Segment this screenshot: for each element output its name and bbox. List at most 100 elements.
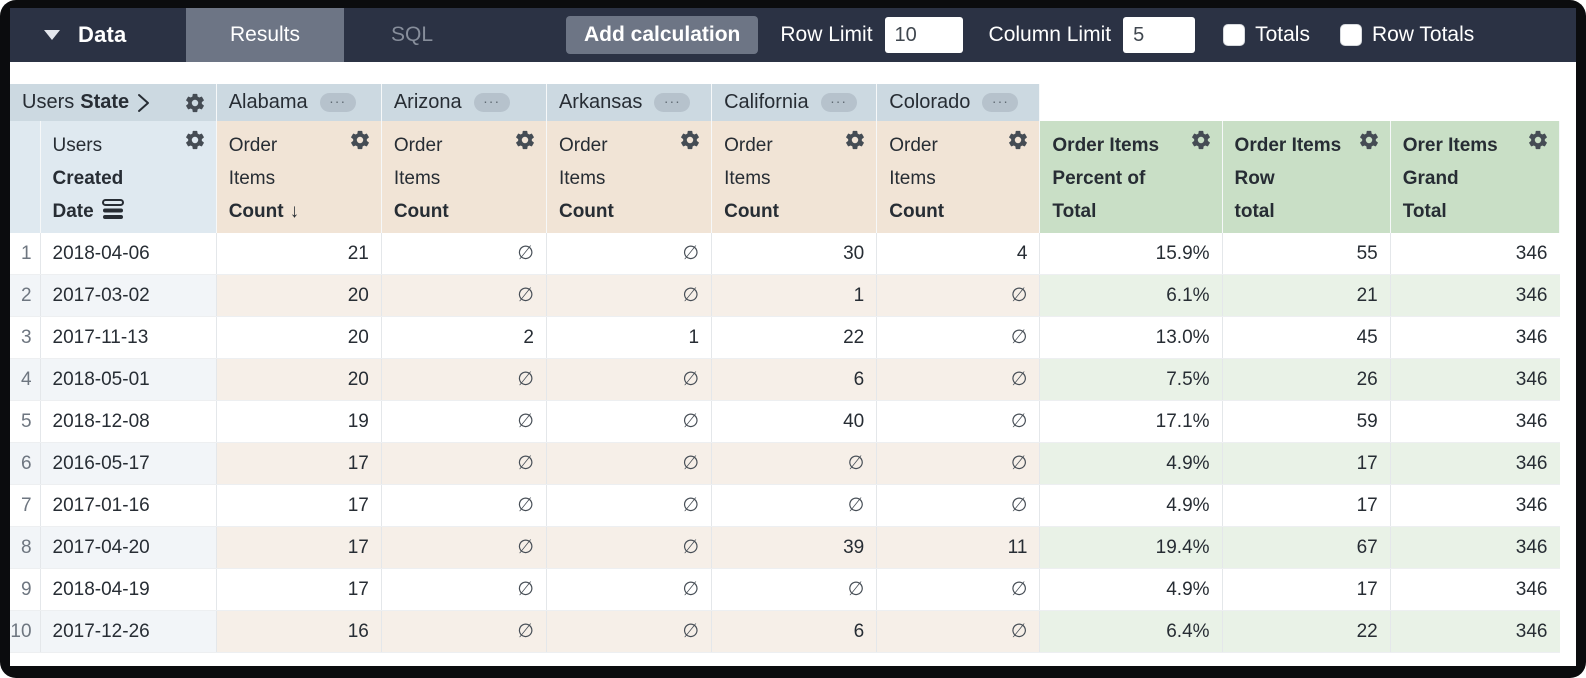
measure-value-cell[interactable]: ∅ [876, 610, 1041, 653]
date-cell[interactable]: 2018-04-19 [40, 568, 217, 611]
pivot-dimension-header[interactable]: Users State [10, 84, 217, 121]
measure-value-cell[interactable]: 20 [216, 316, 382, 359]
measure-value-cell[interactable]: ∅ [876, 316, 1041, 359]
gear-icon[interactable] [1527, 129, 1549, 151]
grand-total-cell[interactable]: 346 [1390, 484, 1560, 527]
column-header-order-items-count-arkansas[interactable]: Order Items Count [546, 121, 713, 233]
pivot-value-header-colorado[interactable]: Colorado ··· [876, 84, 1041, 121]
measure-value-cell[interactable]: ∅ [381, 400, 547, 443]
measure-value-cell[interactable]: 16 [216, 610, 382, 653]
measure-value-cell[interactable]: ∅ [876, 442, 1041, 485]
measure-value-cell[interactable]: ∅ [546, 274, 713, 317]
measure-value-cell[interactable]: 22 [711, 316, 878, 359]
measure-value-cell[interactable]: ∅ [546, 484, 713, 527]
row-total-cell[interactable]: 67 [1222, 526, 1391, 569]
date-cell[interactable]: 2017-12-26 [40, 610, 217, 653]
column-header-order-items-count-alabama[interactable]: Order Items Count ↓ [216, 121, 382, 233]
measure-value-cell[interactable]: ∅ [876, 274, 1041, 317]
grand-total-cell[interactable]: 346 [1390, 400, 1560, 443]
row-total-cell[interactable]: 17 [1222, 484, 1391, 527]
column-header-users-created-date[interactable]: Users Created Date [40, 121, 217, 233]
measure-value-cell[interactable]: 17 [216, 526, 382, 569]
date-cell[interactable]: 2018-05-01 [40, 358, 217, 401]
measure-value-cell[interactable]: 19 [216, 400, 382, 443]
measure-value-cell[interactable]: 11 [876, 526, 1041, 569]
grand-total-cell[interactable]: 346 [1390, 274, 1560, 317]
data-section-header[interactable]: Data [10, 8, 186, 62]
column-header-order-items-count-colorado[interactable]: Order Items Count [876, 121, 1041, 233]
gear-icon[interactable] [349, 129, 371, 151]
column-header-order-items-count-california[interactable]: Order Items Count [711, 121, 878, 233]
measure-value-cell[interactable]: 30 [711, 233, 878, 275]
gear-icon[interactable] [184, 92, 206, 114]
column-limit-input[interactable] [1123, 17, 1196, 53]
measure-value-cell[interactable]: ∅ [546, 442, 713, 485]
more-options-icon[interactable]: ··· [982, 93, 1019, 112]
row-totals-checkbox[interactable] [1339, 24, 1362, 46]
percent-of-total-cell[interactable]: 4.9% [1039, 442, 1223, 485]
measure-value-cell[interactable]: ∅ [381, 358, 547, 401]
measure-value-cell[interactable]: ∅ [546, 358, 713, 401]
measure-value-cell[interactable]: 21 [216, 233, 382, 275]
grand-total-cell[interactable]: 346 [1390, 442, 1560, 485]
pivot-value-header-california[interactable]: California ··· [711, 84, 878, 121]
grand-total-cell[interactable]: 346 [1390, 526, 1560, 569]
column-header-order-items-count-arizona[interactable]: Order Items Count [381, 121, 547, 233]
percent-of-total-cell[interactable]: 15.9% [1039, 233, 1223, 275]
measure-value-cell[interactable]: ∅ [711, 484, 878, 527]
date-cell[interactable]: 2018-12-08 [40, 400, 217, 443]
measure-value-cell[interactable]: ∅ [381, 610, 547, 653]
gear-icon[interactable] [844, 129, 866, 151]
tab-results[interactable]: Results [186, 8, 344, 62]
measure-value-cell[interactable]: 20 [216, 274, 382, 317]
row-limit-input[interactable] [884, 17, 963, 53]
more-options-icon[interactable]: ··· [319, 93, 356, 112]
measure-value-cell[interactable]: ∅ [546, 610, 713, 653]
grand-total-cell[interactable]: 346 [1390, 610, 1560, 653]
percent-of-total-cell[interactable]: 7.5% [1039, 358, 1223, 401]
measure-value-cell[interactable]: ∅ [876, 568, 1041, 611]
row-total-cell[interactable]: 26 [1222, 358, 1391, 401]
measure-value-cell[interactable]: 6 [711, 610, 878, 653]
measure-value-cell[interactable]: 40 [711, 400, 878, 443]
pivot-value-header-alabama[interactable]: Alabama ··· [216, 84, 382, 121]
measure-value-cell[interactable]: 1 [711, 274, 878, 317]
percent-of-total-cell[interactable]: 13.0% [1039, 316, 1223, 359]
grand-total-cell[interactable]: 346 [1390, 568, 1560, 611]
measure-value-cell[interactable]: ∅ [546, 568, 713, 611]
row-total-cell[interactable]: 59 [1222, 400, 1391, 443]
date-cell[interactable]: 2016-05-17 [40, 442, 217, 485]
measure-value-cell[interactable]: ∅ [711, 568, 878, 611]
gear-icon[interactable] [1190, 129, 1212, 151]
date-cell[interactable]: 2018-04-06 [40, 233, 217, 275]
column-header-row-total[interactable]: Order Items Row total [1222, 121, 1391, 233]
measure-value-cell[interactable]: ∅ [381, 568, 547, 611]
column-header-percent-of-total[interactable]: Order Items Percent of Total [1039, 121, 1223, 233]
more-options-icon[interactable]: ··· [820, 93, 857, 112]
measure-value-cell[interactable]: ∅ [381, 526, 547, 569]
totals-checkbox[interactable] [1223, 24, 1246, 46]
add-calculation-button[interactable]: Add calculation [566, 16, 759, 54]
grand-total-cell[interactable]: 346 [1390, 233, 1560, 275]
measure-value-cell[interactable]: 17 [216, 484, 382, 527]
measure-value-cell[interactable]: ∅ [381, 442, 547, 485]
measure-value-cell[interactable]: ∅ [876, 484, 1041, 527]
gear-icon[interactable] [1358, 129, 1380, 151]
measure-value-cell[interactable]: 1 [546, 316, 713, 359]
measure-value-cell[interactable]: ∅ [546, 526, 713, 569]
row-total-cell[interactable]: 55 [1222, 233, 1391, 275]
gear-icon[interactable] [514, 129, 536, 151]
more-options-icon[interactable]: ··· [654, 93, 691, 112]
date-cell[interactable]: 2017-04-20 [40, 526, 217, 569]
measure-value-cell[interactable]: 2 [381, 316, 547, 359]
pivot-value-header-arizona[interactable]: Arizona ··· [381, 84, 547, 121]
grand-total-cell[interactable]: 346 [1390, 316, 1560, 359]
pivot-value-header-arkansas[interactable]: Arkansas ··· [546, 84, 713, 121]
percent-of-total-cell[interactable]: 6.1% [1039, 274, 1223, 317]
row-total-cell[interactable]: 45 [1222, 316, 1391, 359]
date-cell[interactable]: 2017-01-16 [40, 484, 217, 527]
measure-value-cell[interactable]: 17 [216, 568, 382, 611]
percent-of-total-cell[interactable]: 19.4% [1039, 526, 1223, 569]
measure-value-cell[interactable]: 6 [711, 358, 878, 401]
percent-of-total-cell[interactable]: 4.9% [1039, 568, 1223, 611]
